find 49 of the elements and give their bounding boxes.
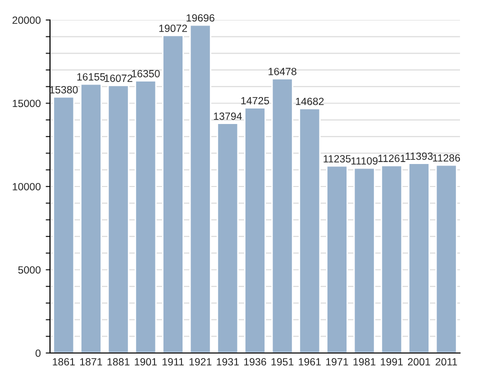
data-label: 16072 [104, 74, 132, 82]
bar [326, 165, 348, 353]
x-tick-label: 1921 [190, 358, 212, 366]
data-label: 11109 [351, 157, 378, 165]
y-tick-label: 0 [36, 350, 41, 357]
y-tick-label: 20000 [12, 16, 41, 24]
bar [80, 83, 102, 353]
bar [52, 96, 75, 353]
bar [134, 80, 157, 353]
x-tick-label: 1931 [216, 358, 239, 366]
x-tick-label: 1936 [244, 358, 266, 366]
x-tick-label: 1961 [298, 358, 321, 366]
data-label: 13794 [214, 112, 242, 120]
bar [162, 34, 184, 353]
data-label: 19072 [159, 24, 187, 32]
bar [380, 164, 403, 353]
bar [244, 107, 266, 353]
x-tick-label: 1981 [354, 358, 376, 366]
data-label: 11393 [406, 152, 433, 160]
y-tick-label: 10000 [12, 183, 41, 190]
x-tick-label: 1991 [380, 358, 403, 366]
data-label: 19696 [186, 14, 214, 22]
x-tick-label: 2011 [436, 358, 458, 366]
bar [435, 164, 458, 353]
x-tick-label: 1861 [52, 358, 75, 366]
bar [271, 78, 294, 353]
data-label: 11286 [433, 154, 460, 162]
x-tick-label: 1881 [108, 358, 130, 366]
x-tick-label: 1901 [134, 358, 157, 366]
bar [353, 167, 376, 353]
x-tick-label: 2001 [408, 358, 430, 366]
bar [408, 162, 430, 353]
y-tick-label: 5000 [18, 266, 41, 274]
bar [216, 122, 239, 353]
x-tick-label: 1971 [326, 358, 348, 366]
data-label: 11235 [324, 155, 351, 162]
x-tick-label: 1871 [80, 358, 102, 366]
x-tick-label: 1951 [272, 358, 294, 366]
bar [107, 84, 130, 353]
data-label: 16350 [132, 70, 160, 78]
x-tick-label: 1911 [162, 358, 184, 366]
data-label: 16155 [77, 73, 106, 81]
data-label: 14682 [296, 98, 324, 106]
data-label: 11261 [378, 154, 406, 162]
data-label: 16478 [268, 68, 296, 76]
bar [189, 24, 212, 353]
bar [298, 108, 321, 353]
data-label: 14725 [241, 97, 270, 104]
y-tick-label: 15000 [12, 100, 41, 108]
